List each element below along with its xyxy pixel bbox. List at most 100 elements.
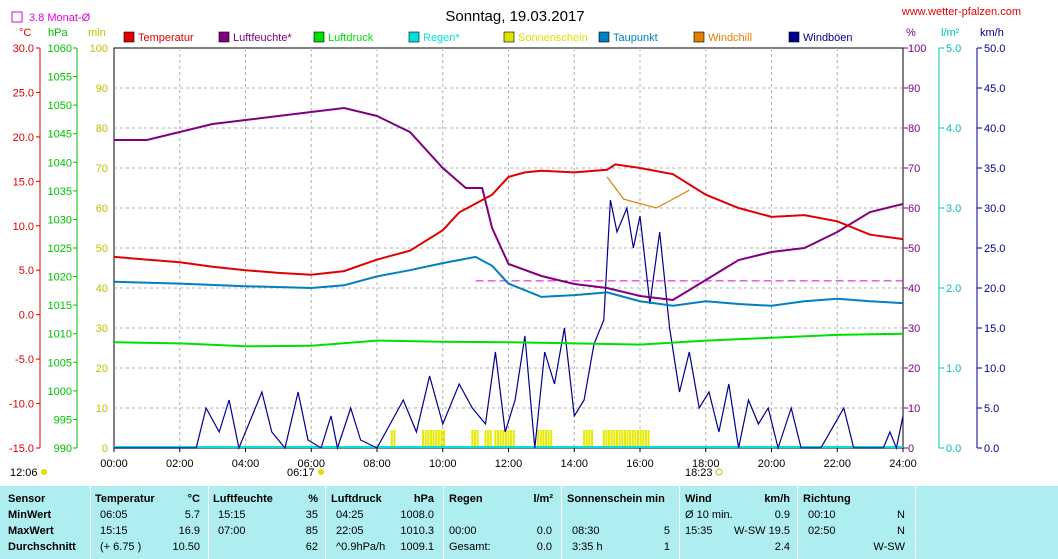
- kmh-tick-label: 20.0: [984, 283, 1005, 295]
- stats-sun-value: 1: [663, 541, 670, 553]
- pct-tick-label: 20: [908, 363, 920, 375]
- legend-swatch: [408, 31, 420, 43]
- kmh-tick-label: 25.0: [984, 243, 1005, 255]
- hpa-tick-label: 1015: [48, 300, 72, 312]
- stats-dir-value: N: [897, 509, 905, 521]
- stats-divider: [443, 486, 444, 559]
- hpa-tick-label: 990: [54, 443, 72, 455]
- stats-dir-value: W-SW: [873, 541, 905, 553]
- time-tick-label: 06:00: [297, 458, 325, 470]
- time-tick-label: 04:00: [232, 458, 260, 470]
- legend-swatch: [598, 31, 610, 43]
- hpa-tick-label: 1060: [48, 43, 72, 55]
- legend-swatch: [123, 31, 135, 43]
- stats-temp-time: 15:15: [100, 525, 128, 537]
- min-tick-label: 0: [102, 443, 108, 455]
- stats-row-label: MinWert: [8, 509, 52, 521]
- unit-rain: l/m²: [941, 27, 960, 39]
- sunset-icon: [715, 468, 723, 476]
- temp-tick-label: 10.0: [13, 221, 34, 233]
- hpa-tick-label: 1040: [48, 157, 72, 169]
- time-tick-label: 20:00: [758, 458, 786, 470]
- hpa-tick-label: 1055: [48, 72, 72, 84]
- site-link[interactable]: www.wetter-pfalzen.com: [901, 6, 1021, 18]
- series-line-luftfeuchte: [114, 106, 904, 302]
- unit-min: min: [88, 27, 106, 39]
- series-line-windböen: [114, 199, 904, 451]
- stats-header-sensor: Sensor: [8, 493, 46, 505]
- stats-hum-value: 62: [305, 541, 318, 553]
- stats-row-label: MaxWert: [8, 525, 54, 537]
- stats-divider: [561, 486, 562, 559]
- chart-grid: [114, 48, 903, 448]
- legend-label: Windböen: [803, 32, 853, 44]
- stats-divider: [679, 486, 680, 559]
- stats-header-sun: Sonnenschein min: [567, 493, 665, 505]
- temp-tick-label: 15.0: [13, 176, 34, 188]
- stats-header-rain: Regen: [449, 493, 483, 505]
- weather-chart: 30.0 25.0 20.0 15.0 10.0 5.0 0.0 -5.0 -10.0 -15.0…: [9, 6, 1021, 479]
- min-tick-label: 40: [96, 283, 108, 295]
- pct-tick-label: 100: [908, 43, 926, 55]
- time-tick-label: 22:00: [823, 458, 851, 470]
- kmh-tick-label: 35.0: [984, 163, 1005, 175]
- x-axis: 00:00 02:00 04:00 06:00 08:00 10:00 12:00 14:00…: [100, 448, 917, 470]
- stats-temp-value: 5.7: [184, 509, 200, 521]
- time-tick-label: 14:00: [560, 458, 588, 470]
- legend-swatch: [313, 31, 325, 43]
- hpa-tick-label: 1030: [48, 214, 72, 226]
- time-tick-label: 10:00: [429, 458, 457, 470]
- legend-label: Regen*: [423, 32, 460, 44]
- sunshine-bars: [390, 430, 650, 448]
- temp-tick-label: 0.0: [19, 310, 34, 322]
- stats-header-temp: Temperatur: [95, 493, 155, 505]
- min-tick-label: 20: [96, 363, 108, 375]
- time-tick-label: 00:00: [100, 458, 128, 470]
- hpa-tick-label: 1045: [48, 129, 72, 141]
- stats-press-value: 1008.0: [400, 509, 434, 521]
- stats-table: Sensor Temperatur °C Luftfeuchte% Luftdruck h…: [0, 486, 1058, 559]
- temp-tick-label: 5.0: [19, 265, 34, 277]
- legend-swatch: [788, 31, 800, 43]
- stats-wind-value: W-SW 19.5: [733, 525, 790, 537]
- rain-tick-label: 5.0: [946, 43, 961, 55]
- kmh-tick-label: 0.0: [984, 443, 999, 455]
- kmh-tick-label: 30.0: [984, 203, 1005, 215]
- hpa-tick-label: 1020: [48, 272, 72, 284]
- time-tick-label: 16:00: [626, 458, 654, 470]
- time-tick-label: 24:00: [889, 458, 917, 470]
- kmh-tick-label: 45.0: [984, 83, 1005, 95]
- stats-wind-time: Ø 10 min.: [685, 509, 733, 521]
- stats-row-label: Durchschnitt: [8, 541, 76, 553]
- min-tick-label: 50: [96, 243, 108, 255]
- stats-wind-value: 0.9: [774, 509, 790, 521]
- pct-tick-label: 40: [908, 283, 920, 295]
- unit-kmh: km/h: [980, 27, 1004, 39]
- legend-label: Windchill: [708, 32, 752, 44]
- stats-hum-time: 15:15: [218, 509, 246, 521]
- rain-tick-label: 2.0: [946, 283, 961, 295]
- legend-swatch: [693, 31, 705, 43]
- stats-hum-value: 35: [305, 509, 318, 521]
- rain-tick-label: 1.0: [946, 363, 961, 375]
- rain-tick-label: 0.0: [946, 443, 961, 455]
- hpa-tick-label: 1010: [48, 329, 72, 341]
- stats-header-press: Luftdruck: [331, 493, 382, 505]
- stats-press-time: 04:25: [336, 509, 364, 521]
- pct-tick-label: 50: [908, 243, 920, 255]
- unit-percent: %: [906, 27, 916, 39]
- kmh-tick-label: 15.0: [984, 323, 1005, 335]
- stats-divider: [90, 486, 91, 559]
- series-line-luftdruck: [113, 332, 904, 348]
- legend-swatch: [503, 31, 515, 43]
- stats-temp-value: 16.9: [178, 525, 200, 537]
- legend-swatch: [218, 31, 230, 43]
- series-line-windchill: [606, 176, 690, 209]
- legend-label: Temperatur: [138, 32, 194, 44]
- stats-rain-time: Gesamt:: [449, 541, 491, 553]
- kmh-tick-label: 40.0: [984, 123, 1005, 135]
- sun-icon: [41, 469, 47, 475]
- stats-background: [0, 486, 1058, 559]
- legend-label: Sonnenschein: [518, 32, 588, 44]
- stats-sun-time: 3:35 h: [572, 541, 603, 553]
